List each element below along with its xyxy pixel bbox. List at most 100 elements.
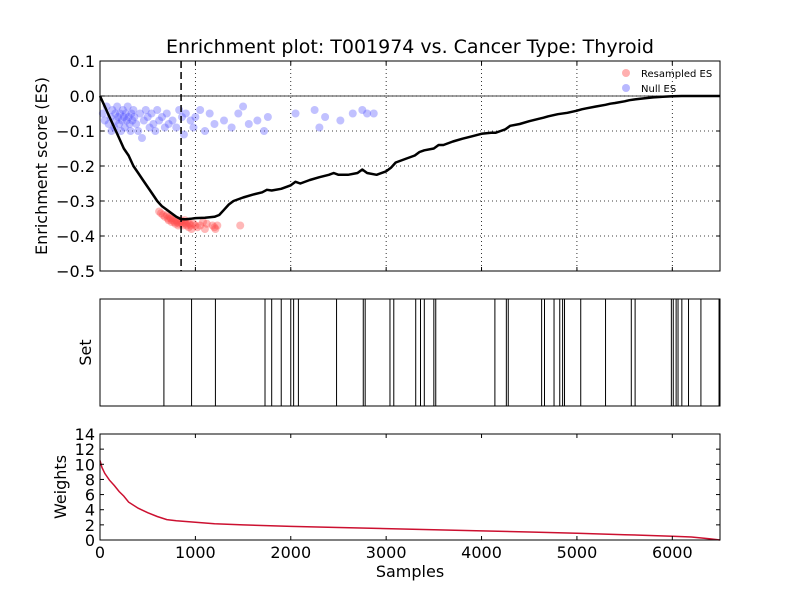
null-es-point: [136, 109, 145, 118]
null-es-point: [137, 134, 146, 142]
null-es-point: [134, 127, 143, 135]
null-es-point: [115, 120, 124, 128]
null-es-point: [189, 123, 198, 132]
null-es-point: [348, 109, 357, 118]
samples-x-axis-label: Samples: [376, 562, 444, 581]
null-es-point: [158, 113, 166, 121]
null-es-point: [178, 113, 187, 121]
weights-y-tick-label: 8: [85, 470, 95, 489]
null-es-point: [205, 109, 214, 118]
null-es-point: [107, 127, 116, 135]
null-es-point: [263, 113, 272, 121]
null-es-point: [114, 113, 123, 121]
null-es-point: [210, 120, 219, 128]
null-es-point: [121, 109, 130, 118]
samples-x-tick-label: 5000: [557, 543, 598, 562]
null-es-point: [120, 123, 129, 132]
null-es-point: [116, 109, 125, 118]
resampled-es-point: [163, 214, 172, 223]
null-es-point: [196, 106, 205, 114]
null-es-point: [118, 106, 127, 114]
resampled-es-point: [181, 219, 190, 228]
null-es-point: [244, 120, 253, 128]
legend-label-resampled: Resampled ES: [641, 69, 712, 80]
null-es-point: [132, 120, 141, 128]
legend-label-null: Null ES: [641, 84, 676, 95]
resampled-es-point: [211, 225, 220, 233]
legend-marker-null: [622, 84, 630, 92]
null-es-point: [191, 113, 200, 121]
null-es-point: [153, 106, 162, 114]
null-es-point: [172, 123, 181, 132]
null-es-point: [125, 120, 134, 128]
y-tick-label: −0.3: [56, 192, 95, 211]
null-es-point: [260, 127, 269, 135]
resampled-es-point: [186, 221, 195, 230]
resampled-es-point: [164, 216, 173, 225]
null-es-point: [111, 109, 120, 118]
null-es-point: [122, 116, 131, 125]
resampled-es-point: [178, 219, 187, 228]
samples-x-tick-label: 2000: [270, 543, 311, 562]
resampled-es-point: [168, 216, 177, 225]
resampled-es-point: [171, 219, 180, 228]
resampled-es-point: [236, 221, 245, 230]
null-es-point: [164, 120, 173, 128]
null-es-point: [168, 116, 177, 125]
es-line: [98, 94, 720, 221]
null-es-point: [315, 123, 324, 132]
resampled-es-point: [182, 221, 191, 230]
null-es-point: [123, 102, 132, 111]
weights-y-tick-label: 14: [75, 425, 95, 444]
null-es-point: [310, 106, 319, 114]
set-panel: Set: [76, 298, 721, 407]
null-es-point: [124, 113, 133, 121]
y-tick-label: 0.1: [70, 52, 95, 71]
samples-x-tick-label: 1000: [175, 543, 216, 562]
null-es-point: [128, 116, 137, 125]
weights-y-tick-label: 12: [75, 440, 95, 459]
resampled-es-point: [173, 218, 182, 226]
null-es-point: [100, 116, 109, 125]
resampled-es-point: [208, 221, 217, 230]
weights-y-tick-label: 2: [85, 516, 95, 535]
samples-x-tick-label: 4000: [461, 543, 502, 562]
weights-y-tick-label: 6: [85, 486, 95, 505]
null-es-point: [143, 113, 152, 121]
null-es-point: [155, 116, 164, 125]
null-es-point: [234, 109, 243, 118]
null-es-point: [147, 109, 156, 118]
null-es-point: [112, 116, 121, 125]
resampled-es-point: [174, 221, 183, 230]
y-tick-label: −0.2: [56, 157, 95, 176]
y-tick-label: 0.0: [70, 87, 95, 106]
null-es-point: [181, 109, 190, 118]
weights-y-tick-label: 4: [85, 501, 95, 520]
null-es-point: [116, 127, 125, 135]
y-tick-label: −0.4: [56, 227, 95, 246]
resampled-es-point: [213, 221, 222, 230]
weights-y-tick-label: 10: [75, 455, 95, 474]
resampled-es-point: [184, 223, 193, 232]
resampled-es-point: [196, 221, 205, 230]
y-tick-label: −0.1: [56, 122, 95, 141]
resampled-es-point: [199, 218, 208, 226]
samples-x-tick-label: 6000: [652, 543, 693, 562]
null-es-point: [119, 113, 128, 121]
enrichment-ticks: 0.1 0.0 −0.1 −0.2 −0.3 −0.4 −0.5: [56, 52, 720, 281]
null-es-point: [179, 130, 188, 139]
null-es-point: [129, 106, 138, 114]
null-es-point: [239, 102, 248, 111]
null-es-point: [253, 116, 262, 125]
null-es-point: [162, 109, 171, 118]
resampled-es-point: [202, 219, 211, 228]
null-es-point: [227, 123, 236, 132]
null-es-point: [220, 116, 228, 125]
weights-y-tick-label: 0: [85, 531, 95, 550]
legend: Resampled ES Null ES: [622, 69, 712, 95]
resampled-es-point: [210, 223, 219, 232]
enrichment-panel: 0.1 0.0 −0.1 −0.2 −0.3 −0.4 −0.5 Enrichment pl…: [32, 36, 721, 281]
